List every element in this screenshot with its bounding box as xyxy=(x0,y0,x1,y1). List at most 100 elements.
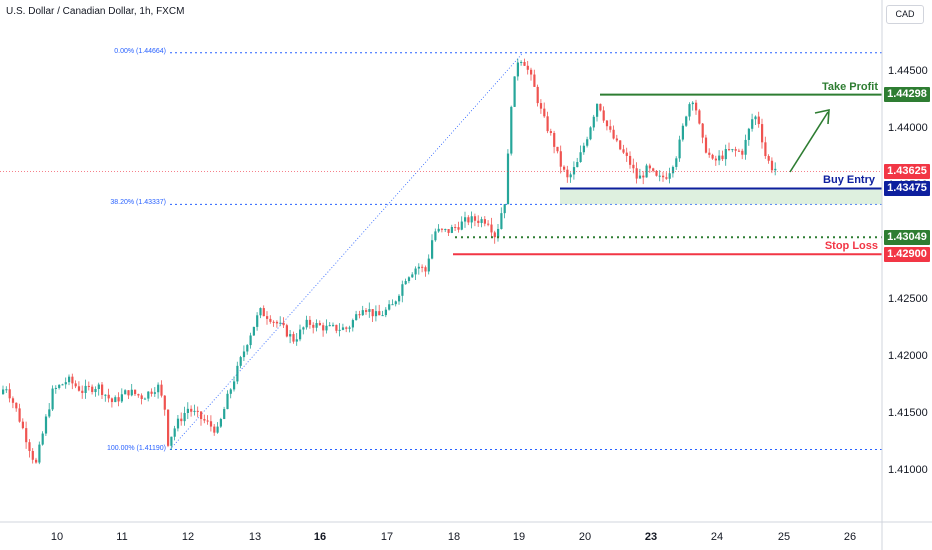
candle-body xyxy=(25,428,28,443)
candle-body xyxy=(104,394,107,396)
candle-body xyxy=(368,309,371,312)
candle-body xyxy=(569,174,572,178)
candle-body xyxy=(701,123,704,138)
candle-body xyxy=(41,433,44,445)
candle-body xyxy=(51,388,54,410)
candle-body xyxy=(48,409,51,417)
candle-body xyxy=(361,310,364,316)
candle-body xyxy=(596,103,599,117)
candle-body xyxy=(761,124,764,143)
candle-body xyxy=(229,389,232,394)
candle-body xyxy=(249,335,252,346)
candle-body xyxy=(718,155,721,161)
candle-body xyxy=(348,327,351,329)
candle-body xyxy=(665,177,668,179)
candle-body xyxy=(737,150,741,152)
candle-body xyxy=(84,385,87,393)
candle-body xyxy=(470,216,473,223)
candlesticks xyxy=(2,58,777,465)
candle-body xyxy=(325,325,328,331)
candle-body xyxy=(629,155,632,165)
candle-body xyxy=(266,316,269,319)
candle-body xyxy=(279,322,282,324)
candle-body xyxy=(652,168,655,171)
candle-body xyxy=(21,421,24,429)
candle-body xyxy=(2,389,5,395)
candle-body xyxy=(695,102,698,111)
candle-body xyxy=(332,324,335,326)
candle-body xyxy=(216,426,219,433)
candle-body xyxy=(480,219,483,223)
candle-body xyxy=(566,169,569,178)
candle-body xyxy=(559,151,562,167)
candle-body xyxy=(483,219,486,224)
candle-body xyxy=(691,102,694,105)
candle-body xyxy=(374,311,378,317)
candle-body xyxy=(114,397,117,403)
candle-body xyxy=(457,227,460,230)
candle-body xyxy=(685,116,688,126)
stop-loss-label: Stop Loss xyxy=(824,240,878,253)
candle-body xyxy=(167,409,170,446)
candle-body xyxy=(642,175,645,178)
candle-body xyxy=(510,106,513,154)
candle-body xyxy=(767,156,770,161)
x-tick-label: 25 xyxy=(777,531,791,543)
candle-body xyxy=(625,152,628,156)
candle-body xyxy=(127,390,130,396)
candle-body xyxy=(563,166,566,170)
candle-body xyxy=(335,324,338,331)
candle-body xyxy=(262,308,265,317)
candle-body xyxy=(282,322,285,326)
candle-body xyxy=(520,62,523,64)
x-tick-label: 10 xyxy=(50,531,64,543)
candle-body xyxy=(523,62,526,66)
candle-body xyxy=(728,149,731,151)
candle-body xyxy=(638,175,642,179)
candle-body xyxy=(714,158,717,161)
candle-body xyxy=(467,217,470,223)
candle-body xyxy=(371,309,374,317)
candle-body xyxy=(741,150,744,155)
candle-body xyxy=(381,315,384,317)
candle-body xyxy=(31,450,34,460)
candle-body xyxy=(539,103,543,109)
candle-body xyxy=(708,152,711,155)
candle-body xyxy=(427,258,430,272)
buy-zone-rect xyxy=(560,188,882,205)
candle-body xyxy=(612,129,615,139)
candle-body xyxy=(153,392,156,394)
candle-body xyxy=(8,389,11,399)
candle-body xyxy=(473,216,477,221)
candle-body xyxy=(605,120,609,127)
buy-zone xyxy=(560,188,882,205)
candle-body xyxy=(338,329,341,331)
trade-levels xyxy=(0,93,882,256)
candle-body xyxy=(328,325,331,327)
candle-body xyxy=(236,365,239,382)
x-tick-label: 23 xyxy=(644,531,658,543)
candle-body xyxy=(493,232,496,238)
candle-body xyxy=(774,168,777,171)
candle-body xyxy=(68,376,71,383)
candle-body xyxy=(394,301,397,305)
candle-body xyxy=(196,410,199,412)
candle-body xyxy=(200,411,203,420)
candle-body xyxy=(147,391,150,399)
candle-body xyxy=(678,139,681,159)
candle-body xyxy=(675,158,678,167)
candle-body xyxy=(460,221,463,230)
candle-body xyxy=(97,384,100,390)
currency-button[interactable]: CAD xyxy=(886,5,924,24)
candle-body xyxy=(233,381,236,390)
candle-body xyxy=(130,389,133,396)
candle-body xyxy=(163,395,166,410)
fib-level-label: 100.00% (1.41190) xyxy=(106,444,166,452)
candle-body xyxy=(711,154,714,159)
candle-body xyxy=(183,412,186,422)
candle-body xyxy=(239,357,242,366)
candle-body xyxy=(58,384,61,388)
candle-body xyxy=(556,146,559,152)
candle-body xyxy=(107,394,110,399)
